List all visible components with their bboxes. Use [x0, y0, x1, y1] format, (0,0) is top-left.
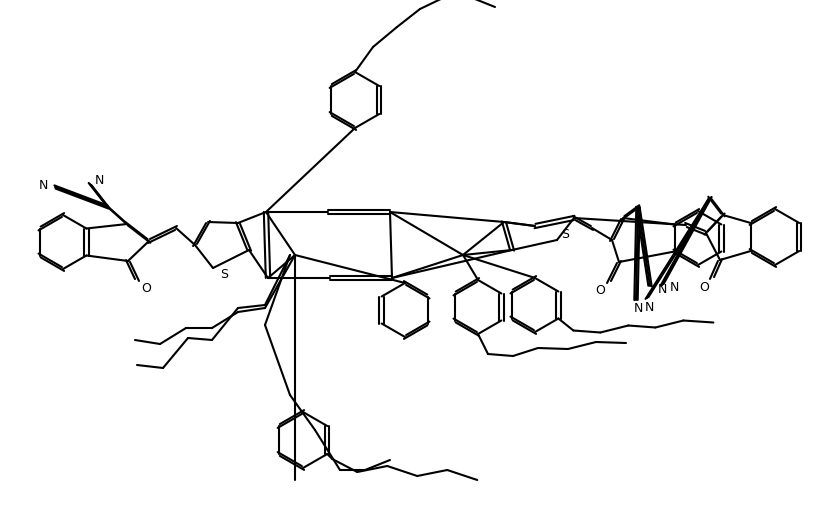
Text: O: O — [698, 281, 708, 293]
Text: N: N — [657, 283, 666, 295]
Text: O: O — [140, 282, 150, 294]
Text: N: N — [669, 281, 679, 293]
Text: N: N — [633, 301, 643, 314]
Text: O: O — [594, 284, 604, 296]
Text: N: N — [645, 300, 654, 314]
Text: S: S — [220, 267, 227, 281]
Text: N: N — [95, 174, 104, 187]
Text: N: N — [38, 178, 48, 192]
Text: S: S — [560, 227, 568, 241]
